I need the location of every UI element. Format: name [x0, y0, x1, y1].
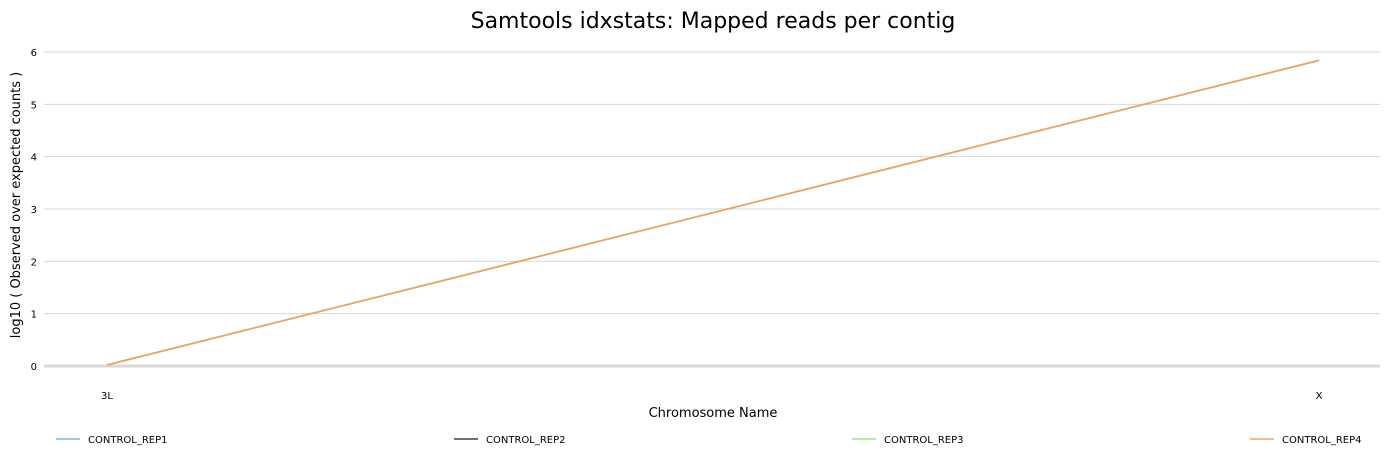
y-tick-label: 5: [31, 100, 37, 111]
y-tick-label: 6: [31, 48, 37, 59]
legend-label: CONTROL_REP1: [88, 435, 168, 446]
y-tick-label: 1: [31, 310, 37, 321]
legend: CONTROL_REP1 CONTROL_REP2 CONTROL_REP3 CONT…: [56, 435, 1362, 446]
series-lines: [106, 59, 1320, 366]
legend-label: CONTROL_REP3: [884, 435, 964, 446]
x-axis-label: Chromosome Name: [649, 406, 778, 421]
y-tick-label: 0: [31, 362, 37, 373]
y-axis-ticks: 0 1 2 3 4 5 6: [31, 48, 37, 373]
chart-title: Samtools idxstats: Mapped reads per cont…: [471, 9, 956, 34]
y-tick-label: 2: [31, 257, 37, 268]
series-line-4: [106, 59, 1320, 366]
x-axis-ticks: 3L X: [101, 391, 1323, 402]
y-tick-label: 3: [31, 205, 37, 216]
gridlines: [44, 51, 1380, 368]
y-axis-label: log10 ( Observed over expected counts ): [9, 72, 24, 339]
legend-label: CONTROL_REP4: [1282, 435, 1362, 446]
legend-label: CONTROL_REP2: [486, 435, 566, 446]
x-tick-label: X: [1316, 391, 1323, 402]
x-tick-label: 3L: [101, 391, 113, 402]
y-tick-label: 4: [31, 153, 37, 164]
